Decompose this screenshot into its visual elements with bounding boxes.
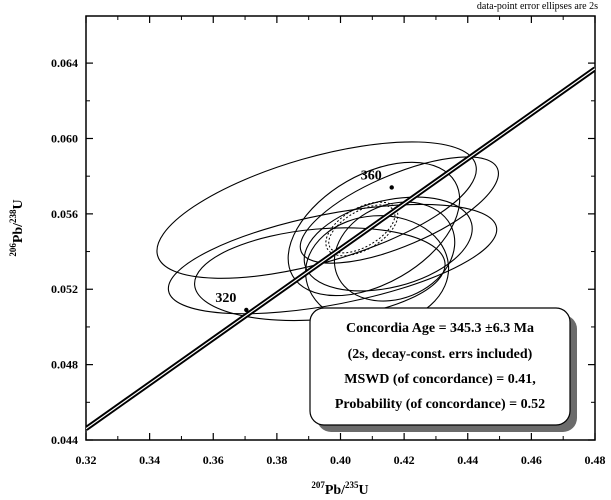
ellipse-note: data-point error ellipses are 2s xyxy=(476,1,598,12)
concordia-band-gap xyxy=(86,68,595,430)
x-tick-label: 0.32 xyxy=(76,453,97,467)
x-tick-label: 0.42 xyxy=(394,453,415,467)
age-markers: 320 360 xyxy=(215,168,394,313)
x-tick-label: 0.36 xyxy=(203,453,224,467)
minor-ticks xyxy=(86,16,595,440)
error-ellipse xyxy=(167,203,498,315)
probability-text: Probability (of concordance) = 0.52 xyxy=(335,397,545,412)
x-tick-label: 0.34 xyxy=(139,453,160,467)
x-tick-label: 0.48 xyxy=(585,453,606,467)
error-ellipse xyxy=(287,161,461,297)
y-tick-label: 0.052 xyxy=(51,282,78,296)
y-tick-label: 0.056 xyxy=(51,207,78,221)
error-ellipse xyxy=(299,156,499,264)
age-marker-label: 360 xyxy=(361,168,382,183)
age-marker-dot xyxy=(244,307,249,313)
mswd-text: MSWD (of concordance) = 0.41, xyxy=(344,372,536,387)
results-box-panel xyxy=(309,307,571,426)
x-axis-title: 207Pb/235U xyxy=(311,480,368,498)
concordia-age-ellipse xyxy=(325,201,399,257)
error-note-text: (2s, decay-const. errs included) xyxy=(348,347,533,362)
y-tick-label: 0.060 xyxy=(51,131,78,145)
y-tick-label: 0.044 xyxy=(51,433,78,447)
x-tick-label: 0.44 xyxy=(457,453,478,467)
x-tick-labels: 0.32 0.34 0.36 0.38 0.40 0.42 0.44 0.46 0.48 xyxy=(76,453,606,467)
x-tick-label: 0.46 xyxy=(521,453,542,467)
error-ellipse xyxy=(333,201,456,302)
age-marker-label: 320 xyxy=(215,291,236,306)
age-marker-dot xyxy=(389,185,394,190)
y-tick-label: 0.048 xyxy=(51,358,78,372)
x-tick-label: 0.40 xyxy=(330,453,351,467)
y-tick-labels: 0.044 0.048 0.052 0.056 0.060 0.064 xyxy=(51,56,78,447)
error-ellipse xyxy=(156,141,477,279)
y-axis-title: 206Pb/238U xyxy=(8,199,26,256)
y-tick-label: 0.064 xyxy=(51,56,78,70)
concordia-curve xyxy=(86,66,595,431)
axis-ticks xyxy=(85,16,596,441)
concordia-age-text: Concordia Age = 345.3 ±6.3 Ma xyxy=(346,321,534,336)
x-tick-label: 0.38 xyxy=(266,453,287,467)
results-box: Concordia Age = 345.3 ±6.3 Ma (2s, decay… xyxy=(309,307,577,432)
